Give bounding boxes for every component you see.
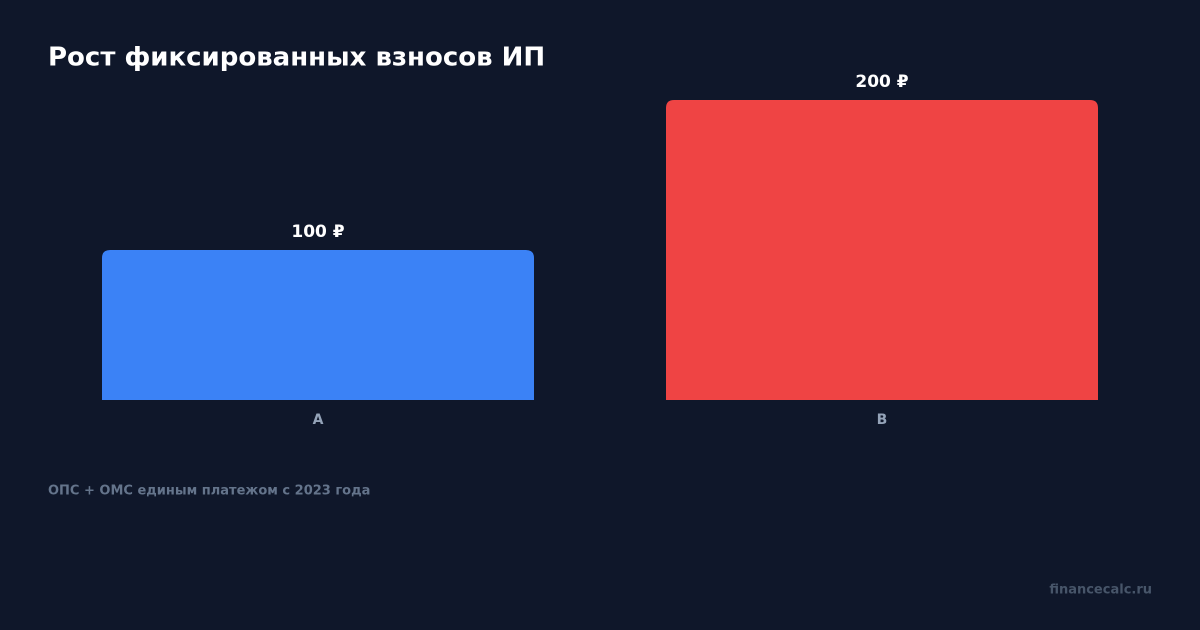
value-label: 100 ₽ <box>291 222 344 242</box>
x-tick-label: A <box>313 412 324 428</box>
value-label: 200 ₽ <box>855 72 908 92</box>
watermark: financecalc.ru <box>1049 583 1152 598</box>
chart-title: Рост фиксированных взносов ИП <box>48 43 545 73</box>
x-tick-label: B <box>877 412 888 428</box>
bar <box>102 250 534 400</box>
bar <box>666 100 1098 400</box>
note: ОПС + ОМС единым платежом с 2023 года <box>48 484 370 499</box>
